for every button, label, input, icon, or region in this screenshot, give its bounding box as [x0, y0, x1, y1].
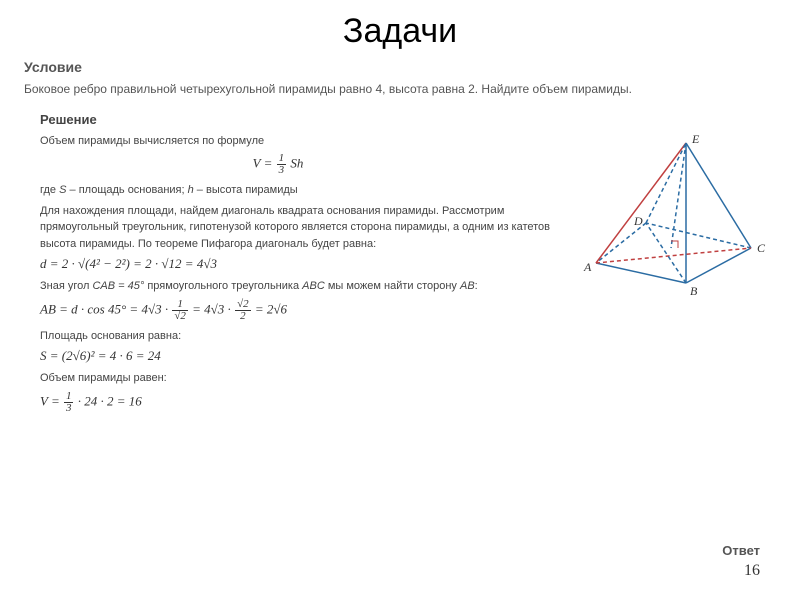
text-part: прямоугольного треугольника: [144, 280, 302, 292]
diagram-column: A B C D E: [576, 133, 776, 420]
formula-part: Sh: [290, 156, 303, 171]
svg-text:B: B: [690, 284, 698, 298]
page-title: Задачи: [24, 12, 776, 51]
formula-part: = 2√6: [255, 301, 287, 316]
formula-part: = 4√3 ·: [192, 301, 231, 316]
text-column: Объем пирамиды вычисляется по формуле V …: [24, 133, 556, 420]
line-volume-intro: Объем пирамиды вычисляется по формуле: [40, 133, 556, 150]
formula-part: · 24 · 2 = 16: [78, 393, 142, 408]
numerator: 1: [172, 299, 188, 311]
svg-text:A: A: [583, 260, 592, 274]
denominator: 2: [235, 311, 251, 322]
tri-abc: ABC: [302, 280, 325, 292]
fraction: √2 2: [235, 299, 251, 322]
fraction: 1 √2: [172, 299, 188, 322]
line-volume-result: Объем пирамиды равен:: [40, 370, 556, 387]
formula-part: AB = d · cos 45° = 4√3 ·: [40, 301, 168, 316]
formula-volume-final: V = 1 3 · 24 · 2 = 16: [40, 391, 556, 414]
fraction: 1 3: [277, 153, 287, 176]
answer-label: Ответ: [722, 543, 760, 558]
formula-ab: AB = d · cos 45° = 4√3 · 1 √2 = 4√3 · √2…: [40, 299, 556, 322]
solution-heading: Решение: [40, 112, 776, 127]
condition-text: Боковое ребро правильной четырехугольной…: [24, 81, 776, 98]
svg-text:C: C: [757, 241, 766, 255]
formula-part: V =: [40, 393, 60, 408]
line-where: где S – площадь основания; h – высота пи…: [40, 182, 556, 199]
fraction: 1 3: [64, 391, 74, 414]
text-part: Зная угол: [40, 280, 92, 292]
formula-part: V =: [253, 156, 273, 171]
svg-text:D: D: [633, 214, 643, 228]
side-ab: AB: [460, 280, 475, 292]
formula-diagonal: d = 2 · √(4² − 2²) = 2 · √12 = 4√3: [40, 256, 556, 272]
formula-area: S = (2√6)² = 4 · 6 = 24: [40, 348, 556, 364]
text-part: :: [475, 280, 478, 292]
text-part: мы можем найти сторону: [325, 280, 460, 292]
denominator: 3: [64, 403, 74, 414]
angle-cab: CAB = 45°: [92, 280, 144, 292]
line-area: Площадь основания равна:: [40, 328, 556, 345]
text-part: – высота пирамиды: [194, 184, 298, 196]
line-diagonal-explain: Для нахождения площади, найдем диагональ…: [40, 203, 556, 253]
text-part: – площадь основания;: [66, 184, 187, 196]
answer-value: 16: [722, 562, 760, 580]
pyramid-diagram: A B C D E: [576, 133, 771, 303]
content-row: Объем пирамиды вычисляется по формуле V …: [24, 133, 776, 420]
numerator: √2: [235, 299, 251, 311]
answer-block: Ответ 16: [722, 543, 760, 580]
text-part: где: [40, 184, 59, 196]
numerator: 1: [64, 391, 74, 403]
formula-volume: V = 1 3 Sh: [0, 153, 556, 176]
denominator: √2: [172, 311, 188, 322]
svg-text:E: E: [691, 133, 700, 146]
condition-heading: Условие: [24, 59, 776, 75]
line-angle: Зная угол CAB = 45° прямоугольного треуг…: [40, 278, 556, 295]
denominator: 3: [277, 165, 287, 176]
